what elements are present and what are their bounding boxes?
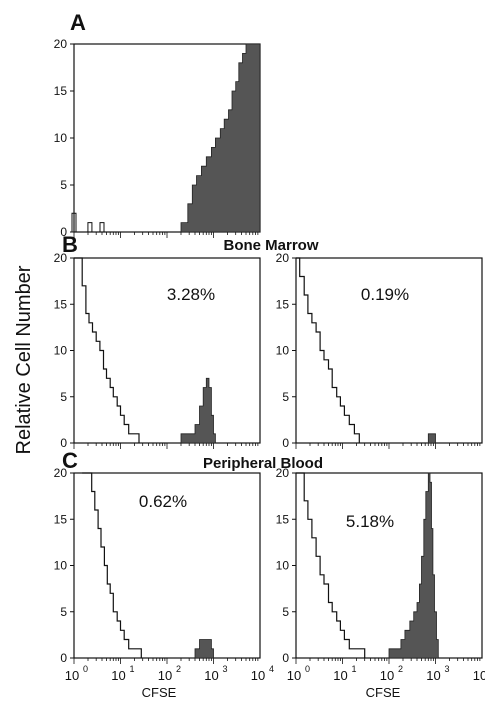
y-tick-label: 10: [54, 344, 68, 358]
x-tick-exponent: 1: [130, 664, 135, 674]
y-tick-label: 5: [60, 390, 67, 404]
y-tick-label: 15: [54, 297, 68, 311]
x-axis-title-left: CFSE: [142, 685, 177, 700]
x-tick-label: 10: [251, 668, 265, 683]
outline-histogram: [82, 472, 142, 658]
x-tick-exponent: 2: [398, 664, 403, 674]
filled-histogram: [189, 639, 214, 659]
y-tick-label: 10: [276, 559, 290, 573]
y-tick-label: 20: [54, 466, 68, 480]
y-axis-title: Relative Cell Number: [13, 265, 35, 454]
y-tick-label: 0: [282, 651, 289, 665]
x-tick-label: 10: [426, 668, 440, 683]
y-tick-label: 20: [276, 466, 290, 480]
filled-histogram: [384, 472, 439, 659]
x-tick-exponent: 4: [269, 664, 274, 674]
outline-histogram: [296, 257, 360, 443]
panel-letter: C: [62, 448, 78, 473]
filled-histogram: [180, 377, 216, 444]
x-tick-label: 10: [111, 668, 125, 683]
x-tick-exponent: 0: [83, 664, 88, 674]
y-tick-label: 20: [54, 251, 68, 265]
panel-A: 0 5 10 15 20A: [54, 10, 261, 239]
x-tick-label: 10: [287, 668, 301, 683]
panel-B2: 0 5 10 15 20 0.19%: [276, 251, 483, 450]
x-tick-label: 10: [333, 668, 347, 683]
x-tick-label: 10: [65, 668, 79, 683]
filled-histogram: [180, 43, 261, 233]
percentage-label: 0.19%: [361, 285, 409, 304]
row-title-bone-marrow: Bone Marrow: [223, 237, 318, 254]
y-tick-label: 5: [60, 605, 67, 619]
x-tick-exponent: 3: [223, 664, 228, 674]
panel-C2: 051015201001011021031045.18%: [276, 466, 485, 683]
outlier-bar: [99, 222, 105, 232]
y-tick-label: 20: [54, 37, 68, 51]
x-tick-label: 10: [158, 668, 172, 683]
y-tick-label: 15: [276, 297, 290, 311]
y-tick-label: 10: [276, 344, 290, 358]
percentage-label: 0.62%: [139, 492, 187, 511]
panel-frame: [295, 472, 483, 659]
y-tick-label: 15: [54, 512, 68, 526]
x-tick-label: 10: [380, 668, 394, 683]
outline-histogram: [74, 257, 140, 443]
y-tick-label: 0: [60, 651, 67, 665]
y-tick-label: 15: [276, 512, 290, 526]
y-tick-label: 15: [54, 84, 68, 98]
y-tick-label: 5: [60, 178, 67, 192]
y-tick-label: 0: [60, 436, 67, 450]
x-tick-exponent: 1: [352, 664, 357, 674]
y-tick-label: 20: [276, 251, 290, 265]
y-tick-label: 0: [282, 436, 289, 450]
panel-letter: B: [62, 232, 78, 257]
percentage-label: 5.18%: [346, 512, 394, 531]
panel-C1: 0 5 10 15 20 10 0 10 1 10 2 10 3 10 4 C 0.62%: [54, 448, 274, 683]
row-title-peripheral-blood: Peripheral Blood: [203, 455, 323, 472]
y-tick-label: 10: [54, 559, 68, 573]
x-tick-exponent: 3: [445, 664, 450, 674]
x-tick-exponent: 2: [176, 664, 181, 674]
percentage-label: 3.28%: [167, 285, 215, 304]
y-tick-label: 5: [282, 605, 289, 619]
panel-B1: 0 5 10 15 20B 3.28%: [54, 232, 261, 450]
outline-histogram: [296, 472, 366, 658]
x-tick-label: 10: [204, 668, 218, 683]
y-tick-label: 5: [282, 390, 289, 404]
x-tick-label: 10: [473, 668, 485, 683]
x-tick-exponent: 0: [305, 664, 310, 674]
panel-letter: A: [70, 10, 86, 35]
outlier-bar: [87, 222, 93, 232]
x-axis-title-right: CFSE: [366, 685, 401, 700]
y-tick-label: 0: [60, 225, 67, 239]
filled-histogram: [426, 433, 436, 444]
outlier-bar: [71, 212, 77, 232]
y-tick-label: 10: [54, 131, 68, 145]
